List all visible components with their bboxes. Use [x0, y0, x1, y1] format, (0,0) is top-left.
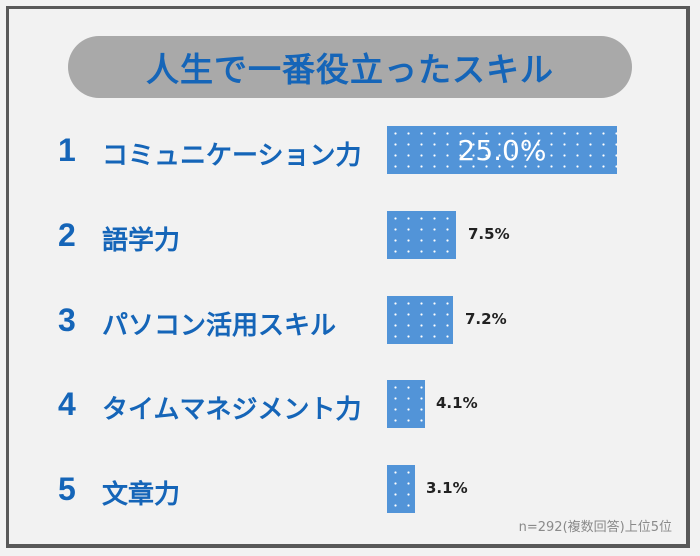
bar: 25.0%: [387, 126, 617, 174]
value-label: 7.2%: [465, 310, 507, 328]
rank-number: 3: [58, 302, 76, 338]
bar-row-5: 5 文章力 3.1%: [0, 465, 700, 515]
value-label: 25.0%: [457, 133, 547, 167]
sample-size-note: n=292(複数回答)上位5位: [518, 520, 672, 535]
category-label: コミュニケーション力: [102, 141, 362, 171]
rank-number: 1: [58, 132, 76, 168]
bar: [387, 296, 453, 344]
bar: [387, 465, 415, 513]
bar: [387, 211, 456, 259]
value-label: 4.1%: [436, 394, 478, 412]
bar-row-3: 3 パソコン活用スキル 7.2%: [0, 296, 700, 346]
rank-number: 4: [58, 386, 76, 422]
rank-number: 2: [58, 217, 76, 253]
chart-title: 人生で一番役立ったスキル: [146, 50, 554, 89]
bar-row-2: 2 語学力 7.5%: [0, 211, 700, 261]
bar-row-1: 1 コミュニケーション力 25.0%: [0, 126, 700, 176]
category-label: 語学力: [102, 226, 181, 256]
category-label: タイムマネジメント力: [102, 395, 362, 425]
rank-number: 5: [58, 471, 76, 507]
category-label: パソコン活用スキル: [102, 311, 337, 341]
bar-row-4: 4 タイムマネジメント力 4.1%: [0, 380, 700, 430]
value-label: 7.5%: [468, 225, 510, 243]
value-label: 3.1%: [426, 479, 468, 497]
bar: [387, 380, 425, 428]
category-label: 文章力: [102, 480, 181, 510]
title-banner: 人生で一番役立ったスキル: [68, 36, 632, 98]
